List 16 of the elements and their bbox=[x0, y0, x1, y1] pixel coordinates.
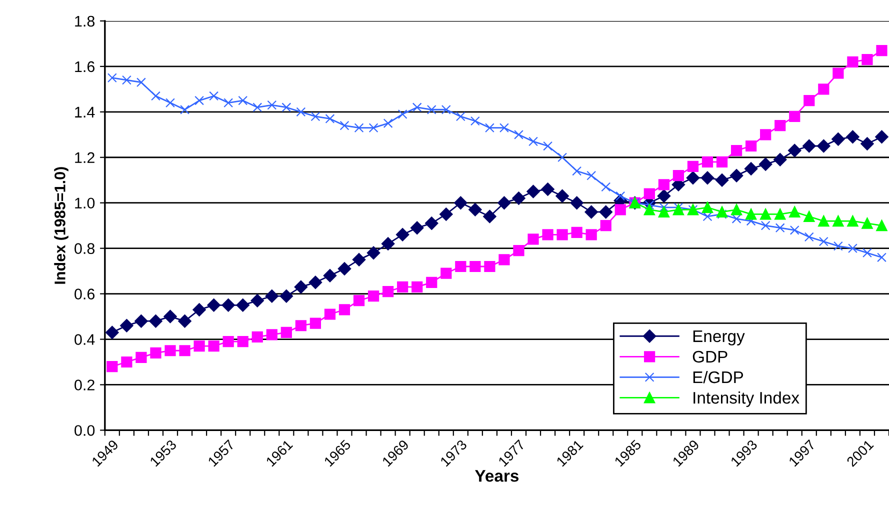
y-tick-label: 0.2 bbox=[74, 380, 94, 390]
y-axis-title: Index (1985=1.0) bbox=[54, 167, 68, 284]
x-axis-title: Years bbox=[474, 470, 519, 482]
y-tick-label: 0.4 bbox=[74, 334, 95, 345]
y-tick-label: 0.6 bbox=[74, 288, 95, 300]
legend-label: GDP bbox=[692, 350, 728, 363]
y-tick-label: 1.2 bbox=[75, 152, 94, 163]
y-tick-label: 0.8 bbox=[74, 243, 95, 254]
legend-label: E/GDP bbox=[693, 370, 744, 384]
y-tick-label: 1.4 bbox=[75, 106, 95, 118]
legend-label: Energy bbox=[693, 330, 745, 346]
y-tick-label: 1.6 bbox=[75, 61, 95, 72]
y-tick-label: 1.8 bbox=[75, 16, 95, 27]
legend-label: Intensity Index bbox=[694, 391, 800, 408]
y-tick-label: 0.0 bbox=[74, 425, 95, 436]
y-tick-label: 1.0 bbox=[75, 198, 95, 209]
